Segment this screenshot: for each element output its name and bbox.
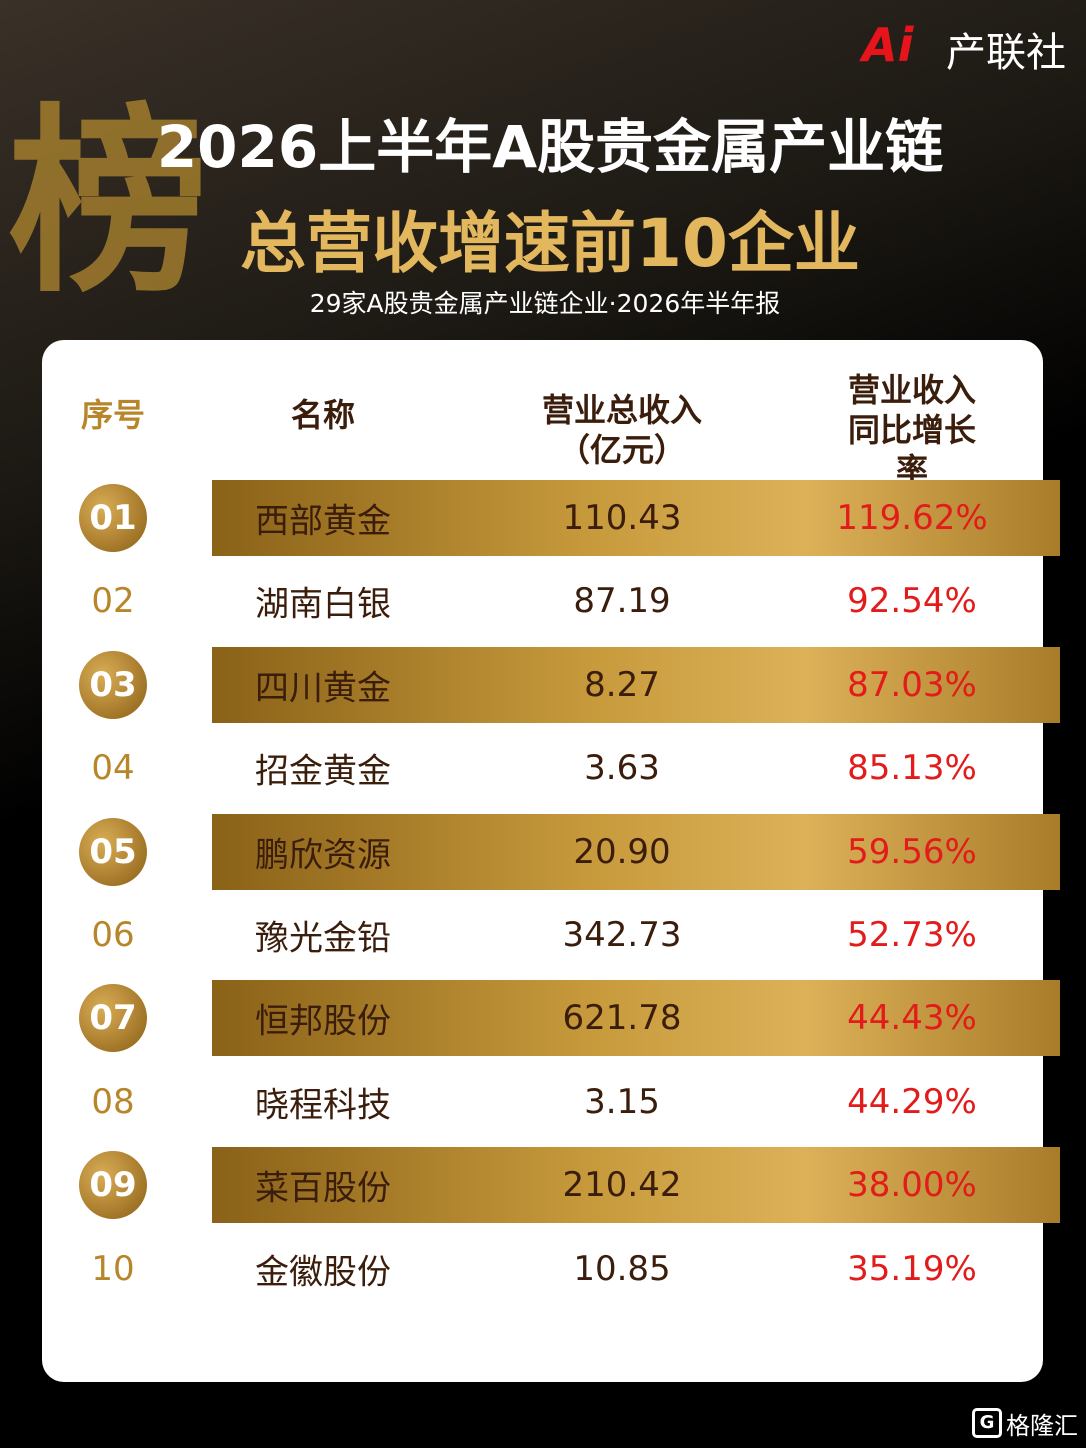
- header-line: 营业收入: [847, 371, 976, 409]
- company-name: 晓程科技: [255, 1085, 391, 1126]
- revenue: 8.27: [584, 664, 660, 705]
- header-line: （亿元）: [557, 431, 687, 469]
- growth-rate: 52.73%: [847, 915, 977, 955]
- growth-rate: 59.56%: [847, 831, 977, 872]
- company-name: 菜百股份: [255, 1168, 391, 1209]
- company-name: 鹏欣资源: [255, 835, 391, 876]
- rank: 06: [91, 915, 135, 955]
- rank: 08: [91, 1081, 135, 1122]
- rank-circle: [79, 817, 147, 886]
- title-line2: 总营收增速前10企业: [240, 205, 860, 282]
- subtitle: 29家A股贵金属产业链企业·2026年半年报: [309, 289, 781, 318]
- header-line: 同比增长率: [847, 411, 976, 489]
- row-band: [212, 980, 1060, 1057]
- logo-name: 产联社: [946, 30, 1066, 76]
- column-header: 营业总收入 （亿元）: [542, 390, 702, 470]
- growth-rate: 44.43%: [847, 998, 977, 1039]
- rank: 01: [89, 498, 137, 538]
- company-name: 豫光金铅: [255, 918, 391, 959]
- company-name: 湖南白银: [255, 584, 391, 625]
- row-band: [212, 480, 1060, 556]
- header-line: 营业总收入: [541, 391, 703, 429]
- company-name: 西部黄金: [255, 501, 391, 542]
- logo-mark: Ai: [862, 18, 914, 72]
- rank-circle: [79, 650, 147, 719]
- rank: 09: [89, 1165, 137, 1206]
- growth-rate: 85.13%: [847, 748, 977, 789]
- revenue: 20.90: [573, 831, 671, 872]
- growth-rate: 44.29%: [847, 1081, 977, 1122]
- revenue: 110.43: [562, 498, 682, 538]
- growth-rate: 35.19%: [847, 1248, 977, 1289]
- header-line: 序号: [80, 396, 146, 434]
- growth-rate: 92.54%: [847, 581, 977, 622]
- revenue: 342.73: [562, 915, 682, 955]
- revenue: 210.42: [562, 1165, 682, 1206]
- company-name: 恒邦股份: [255, 1001, 391, 1042]
- title-line1: 2026上半年A股贵金属产业链: [156, 113, 944, 181]
- growth-rate: 38.00%: [847, 1165, 977, 1206]
- revenue: 87.19: [573, 581, 671, 622]
- company-name: 金徽股份: [255, 1252, 391, 1293]
- row-band: [212, 646, 1060, 723]
- watermark: 格隆汇: [1006, 1412, 1078, 1440]
- rank: 03: [89, 664, 137, 705]
- header-line: 名称: [290, 396, 356, 434]
- column-header: 名称: [291, 395, 355, 435]
- rank: 04: [91, 748, 135, 789]
- revenue: 10.85: [573, 1248, 671, 1289]
- row-band: [212, 813, 1060, 890]
- watermark-icon: G: [972, 1408, 1002, 1438]
- company-name: 四川黄金: [255, 668, 391, 709]
- badge: 榜: [8, 87, 209, 320]
- growth-rate: 119.62%: [836, 498, 988, 538]
- revenue: 3.15: [584, 1081, 660, 1122]
- row-band: [212, 1147, 1060, 1224]
- column-header: 营业收入 同比增长率: [847, 370, 978, 490]
- rank-circle: [79, 484, 147, 552]
- rank-circle: [79, 1151, 147, 1220]
- rank: 02: [91, 581, 135, 622]
- revenue: 3.63: [584, 748, 660, 789]
- rank-circle: [79, 984, 147, 1053]
- growth-rate: 87.03%: [847, 664, 977, 705]
- rank: 10: [91, 1248, 135, 1289]
- rank: 07: [89, 998, 137, 1039]
- rank: 05: [89, 831, 137, 872]
- table-card: 序号 名称 营业总收入 （亿元） 营业收入 同比增长率 01 西部黄金 110.43 119.62…: [42, 340, 1060, 1382]
- revenue: 621.78: [562, 998, 682, 1039]
- column-header: 序号: [81, 395, 145, 435]
- company-name: 招金黄金: [255, 751, 391, 792]
